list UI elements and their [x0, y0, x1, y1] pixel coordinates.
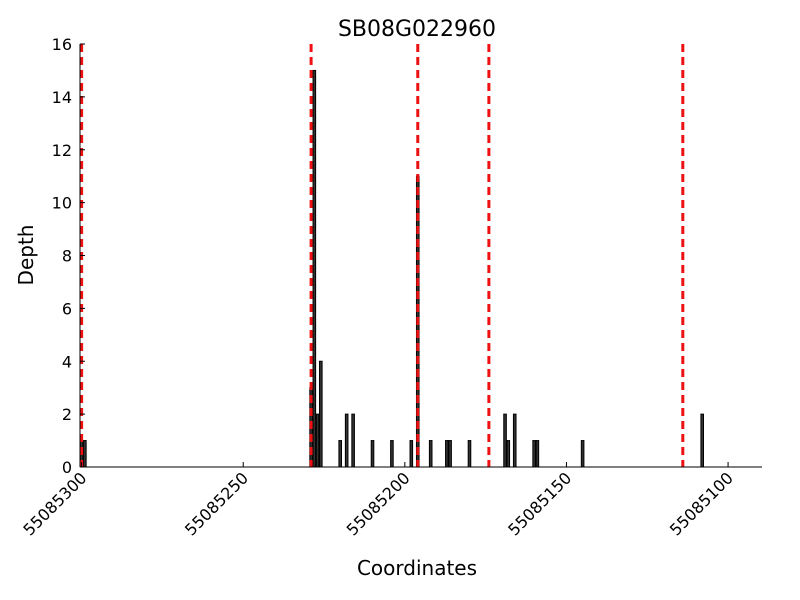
bar — [532, 440, 536, 468]
bar — [512, 413, 517, 468]
x-axis-title: Coordinates — [357, 556, 477, 580]
bar — [409, 440, 414, 468]
y-tick-label: 0 — [62, 458, 72, 477]
y-tick-label: 14 — [52, 88, 72, 107]
bar — [338, 440, 342, 468]
x-tick-label: 55085200 — [343, 468, 414, 539]
bar — [319, 360, 323, 468]
reference-lines-layer — [80, 44, 685, 467]
y-tick-label: 6 — [62, 299, 72, 318]
bar — [700, 413, 704, 468]
bar — [506, 440, 511, 468]
y-tick-label: 4 — [62, 352, 72, 371]
x-ticks-layer: 55085300 55085250 55085200 55085150 55085100 — [19, 462, 737, 539]
bar — [580, 440, 585, 468]
x-tick-label: 55085100 — [666, 468, 737, 539]
bar — [344, 413, 349, 468]
bar — [445, 440, 449, 468]
bar — [467, 440, 472, 468]
y-ticks-layer: 0 2 4 6 8 10 12 14 16 — [52, 35, 85, 477]
bar — [312, 69, 317, 468]
bars-layer — [79, 69, 704, 468]
bar — [448, 440, 452, 468]
x-tick-label: 55085250 — [181, 468, 252, 539]
bar — [351, 413, 355, 468]
y-tick-label: 10 — [52, 194, 72, 213]
x-tick-label: 55085150 — [504, 468, 575, 539]
bar — [83, 440, 87, 468]
x-tick-label: 55085300 — [19, 468, 90, 539]
y-tick-label: 12 — [52, 141, 72, 160]
bar — [315, 413, 320, 468]
y-tick-label: 2 — [62, 405, 72, 424]
bar — [428, 440, 433, 468]
bar — [370, 440, 375, 468]
bar — [535, 440, 540, 468]
y-tick-label: 8 — [62, 247, 72, 266]
bar — [503, 413, 507, 468]
y-axis-title: Depth — [14, 225, 38, 286]
chart-title: SB08G022960 — [338, 17, 496, 42]
bar — [390, 440, 394, 468]
y-tick-label: 16 — [52, 35, 72, 54]
axes-layer — [79, 44, 762, 468]
